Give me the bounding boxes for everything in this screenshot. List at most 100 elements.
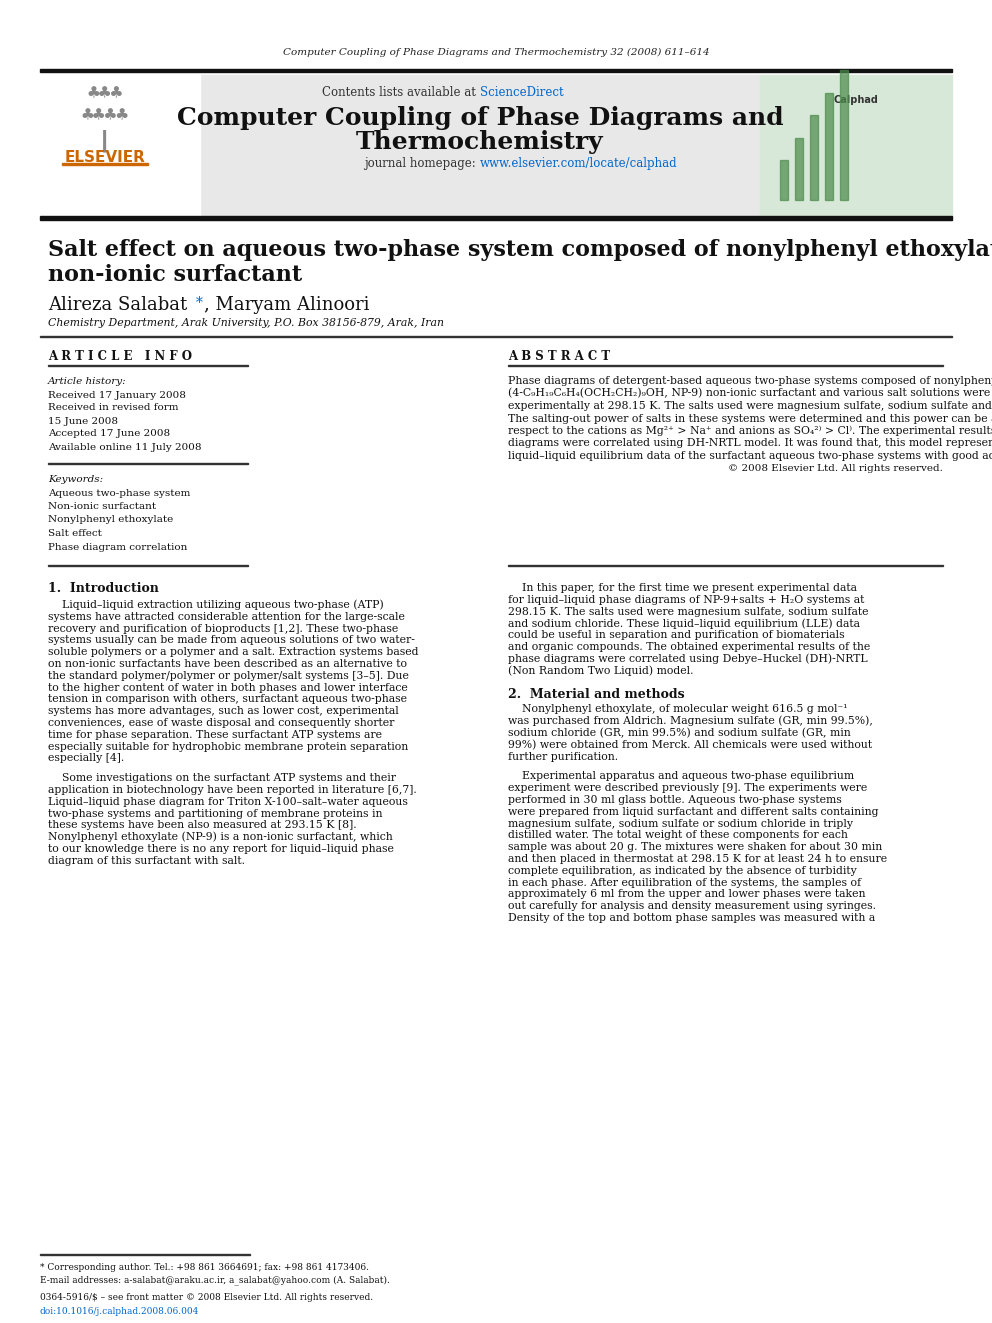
Text: time for phase separation. These surfactant ATP systems are: time for phase separation. These surfact… [48,730,382,740]
Bar [62,163,148,165]
Text: www.elsevier.com/locate/calphad: www.elsevier.com/locate/calphad [480,156,678,169]
Text: experimentally at 298.15 K. The salts used were magnesium sulfate, sodium sulfat: experimentally at 298.15 K. The salts us… [508,401,992,411]
Text: complete equilibration, as indicated by the absence of turbidity: complete equilibration, as indicated by … [508,865,857,876]
Text: respect to the cations as Mg²⁺ > Na⁺ and anions as SO₄²⁾ > Cl⁾. The experimental: respect to the cations as Mg²⁺ > Na⁺ and… [508,426,992,437]
Text: Phase diagram correlation: Phase diagram correlation [48,542,187,552]
Text: *: * [196,296,203,310]
Text: Aqueous two-phase system: Aqueous two-phase system [48,488,190,497]
Text: could be useful in separation and purification of biomaterials: could be useful in separation and purifi… [508,630,844,640]
Text: Non-ionic surfactant: Non-ionic surfactant [48,501,156,511]
Bar [200,75,760,220]
Text: were prepared from liquid surfactant and different salts containing: were prepared from liquid surfactant and… [508,807,879,816]
Text: Nonylphenyl ethoxylate: Nonylphenyl ethoxylate [48,516,174,524]
Text: recovery and purification of bioproducts [1,2]. These two-phase: recovery and purification of bioproducts… [48,623,398,634]
Text: non-ionic surfactant: non-ionic surfactant [48,265,303,286]
Text: (4-C₉H₁₉C₆H₄(OCH₂CH₂)₉OH, NP-9) non-ionic surfactant and various salt solutions : (4-C₉H₁₉C₆H₄(OCH₂CH₂)₉OH, NP-9) non-ioni… [508,389,992,398]
Text: systems usually can be made from aqueous solutions of two water-: systems usually can be made from aqueous… [48,635,415,646]
Bar [40,216,952,220]
Text: A B S T R A C T: A B S T R A C T [508,351,610,364]
Text: 2.  Material and methods: 2. Material and methods [508,688,684,701]
Text: Calphad: Calphad [833,95,879,105]
Text: © 2008 Elsevier Ltd. All rights reserved.: © 2008 Elsevier Ltd. All rights reserved… [728,464,943,474]
Text: on non-ionic surfactants have been described as an alternative to: on non-ionic surfactants have been descr… [48,659,407,669]
Text: Accepted 17 June 2008: Accepted 17 June 2008 [48,430,170,438]
Text: Available online 11 July 2008: Available online 11 July 2008 [48,442,201,451]
Text: soluble polymers or a polymer and a salt. Extraction systems based: soluble polymers or a polymer and a salt… [48,647,419,658]
Text: Some investigations on the surfactant ATP systems and their: Some investigations on the surfactant AT… [48,773,396,783]
Text: diagrams were correlated using DH-NRTL model. It was found that, this model repr: diagrams were correlated using DH-NRTL m… [508,438,992,448]
Bar [40,69,952,71]
Text: Nonylphenyl ethoxylate, of molecular weight 616.5 g mol⁻¹: Nonylphenyl ethoxylate, of molecular wei… [508,704,847,714]
Bar [810,115,818,200]
Bar [840,70,848,200]
Text: 15 June 2008: 15 June 2008 [48,417,118,426]
Bar [760,75,952,220]
Text: Received in revised form: Received in revised form [48,404,179,413]
Text: phase diagrams were correlated using Debye–Huckel (DH)-NRTL: phase diagrams were correlated using Deb… [508,654,868,664]
Bar [40,75,200,220]
Text: to our knowledge there is no any report for liquid–liquid phase: to our knowledge there is no any report … [48,844,394,855]
Text: * Corresponding author. Tel.: +98 861 3664691; fax: +98 861 4173406.: * Corresponding author. Tel.: +98 861 36… [40,1263,369,1273]
Bar [40,336,952,337]
Text: Salt effect on aqueous two-phase system composed of nonylphenyl ethoxylate: Salt effect on aqueous two-phase system … [48,239,992,261]
Text: especially [4].: especially [4]. [48,753,124,763]
Text: for liquid–liquid phase diagrams of NP-9+salts + H₂O systems at: for liquid–liquid phase diagrams of NP-9… [508,595,864,605]
Text: E-mail addresses: a-salabat@araku.ac.ir, a_salabat@yahoo.com (A. Salabat).: E-mail addresses: a-salabat@araku.ac.ir,… [40,1275,390,1285]
Text: conveniences, ease of waste disposal and consequently shorter: conveniences, ease of waste disposal and… [48,718,395,728]
Text: and sodium chloride. These liquid–liquid equilibrium (LLE) data: and sodium chloride. These liquid–liquid… [508,618,860,628]
Text: 298.15 K. The salts used were magnesium sulfate, sodium sulfate: 298.15 K. The salts used were magnesium … [508,607,869,617]
Text: , Maryam Alinoori: , Maryam Alinoori [204,296,369,314]
Text: Contents lists available at: Contents lists available at [322,86,480,99]
Text: was purchased from Aldrich. Magnesium sulfate (GR, min 99.5%),: was purchased from Aldrich. Magnesium su… [508,716,873,726]
Text: Keywords:: Keywords: [48,475,103,483]
Text: Experimental apparatus and aqueous two-phase equilibrium: Experimental apparatus and aqueous two-p… [508,771,854,782]
Text: tension in comparison with others, surfactant aqueous two-phase: tension in comparison with others, surfa… [48,695,407,704]
Text: Alireza Salabat: Alireza Salabat [48,296,187,314]
Text: these systems have been also measured at 293.15 K [8].: these systems have been also measured at… [48,820,357,831]
Text: Thermochemistry: Thermochemistry [356,130,604,153]
Text: 0364-5916/$ – see front matter © 2008 Elsevier Ltd. All rights reserved.: 0364-5916/$ – see front matter © 2008 El… [40,1294,373,1303]
Text: out carefully for analysis and density measurement using syringes.: out carefully for analysis and density m… [508,901,876,912]
Text: magnesium sulfate, sodium sulfate or sodium chloride in triply: magnesium sulfate, sodium sulfate or sod… [508,819,853,828]
Bar [825,93,833,200]
Text: application in biotechnology have been reported in literature [6,7].: application in biotechnology have been r… [48,785,417,795]
Text: Computer Coupling of Phase Diagrams and Thermochemistry 32 (2008) 611–614: Computer Coupling of Phase Diagrams and … [283,48,709,57]
Text: The salting-out power of salts in these systems were determined and this power c: The salting-out power of salts in these … [508,414,992,423]
Text: ♣♣♣
♣♣♣♣
 ┃: ♣♣♣ ♣♣♣♣ ┃ [81,85,129,152]
Text: Salt effect: Salt effect [48,529,102,538]
Text: sodium chloride (GR, min 99.5%) and sodium sulfate (GR, min: sodium chloride (GR, min 99.5%) and sodi… [508,728,851,738]
Text: performed in 30 ml glass bottle. Aqueous two-phase systems: performed in 30 ml glass bottle. Aqueous… [508,795,842,804]
Text: ScienceDirect: ScienceDirect [480,86,563,99]
Text: doi:10.1016/j.calphad.2008.06.004: doi:10.1016/j.calphad.2008.06.004 [40,1307,199,1315]
Text: (Non Random Two Liquid) model.: (Non Random Two Liquid) model. [508,665,693,676]
Text: further purification.: further purification. [508,751,618,762]
Text: A R T I C L E   I N F O: A R T I C L E I N F O [48,351,192,364]
Bar [795,138,803,200]
Text: approximately 6 ml from the upper and lower phases were taken: approximately 6 ml from the upper and lo… [508,889,865,900]
Bar [780,160,788,200]
Text: experiment were described previously [9]. The experiments were: experiment were described previously [9]… [508,783,867,794]
Text: Article history:: Article history: [48,377,127,385]
Text: Computer Coupling of Phase Diagrams and: Computer Coupling of Phase Diagrams and [177,106,784,130]
Text: distilled water. The total weight of these components for each: distilled water. The total weight of the… [508,831,848,840]
Text: in each phase. After equilibration of the systems, the samples of: in each phase. After equilibration of th… [508,877,861,888]
Text: to the higher content of water in both phases and lower interface: to the higher content of water in both p… [48,683,408,693]
Text: Chemistry Department, Arak University, P.O. Box 38156-879, Arak, Iran: Chemistry Department, Arak University, P… [48,318,444,328]
Text: diagram of this surfactant with salt.: diagram of this surfactant with salt. [48,856,245,865]
Text: and then placed in thermostat at 298.15 K for at least 24 h to ensure: and then placed in thermostat at 298.15 … [508,855,887,864]
Text: Liquid–liquid phase diagram for Triton X-100–salt–water aqueous: Liquid–liquid phase diagram for Triton X… [48,796,408,807]
Text: systems have attracted considerable attention for the large-scale: systems have attracted considerable atte… [48,611,405,622]
Text: 1.  Introduction: 1. Introduction [48,582,159,594]
Text: Liquid–liquid extraction utilizing aqueous two-phase (ATP): Liquid–liquid extraction utilizing aqueo… [48,599,384,610]
Text: Phase diagrams of detergent-based aqueous two-phase systems composed of nonylphe: Phase diagrams of detergent-based aqueou… [508,376,992,386]
Text: Received 17 January 2008: Received 17 January 2008 [48,390,186,400]
Text: systems has more advantages, such as lower cost, experimental: systems has more advantages, such as low… [48,706,399,716]
Text: the standard polymer/polymer or polymer/salt systems [3–5]. Due: the standard polymer/polymer or polymer/… [48,671,409,681]
Text: liquid–liquid equilibrium data of the surfactant aqueous two-phase systems with : liquid–liquid equilibrium data of the su… [508,451,992,460]
Text: journal homepage:: journal homepage: [364,156,480,169]
Text: Density of the top and bottom phase samples was measured with a: Density of the top and bottom phase samp… [508,913,875,923]
Text: 99%) were obtained from Merck. All chemicals were used without: 99%) were obtained from Merck. All chemi… [508,740,872,750]
Text: In this paper, for the first time we present experimental data: In this paper, for the first time we pre… [508,583,857,593]
Text: Nonylphenyl ethoxylate (NP-9) is a non-ionic surfactant, which: Nonylphenyl ethoxylate (NP-9) is a non-i… [48,832,393,843]
Text: sample was about 20 g. The mixtures were shaken for about 30 min: sample was about 20 g. The mixtures were… [508,843,882,852]
